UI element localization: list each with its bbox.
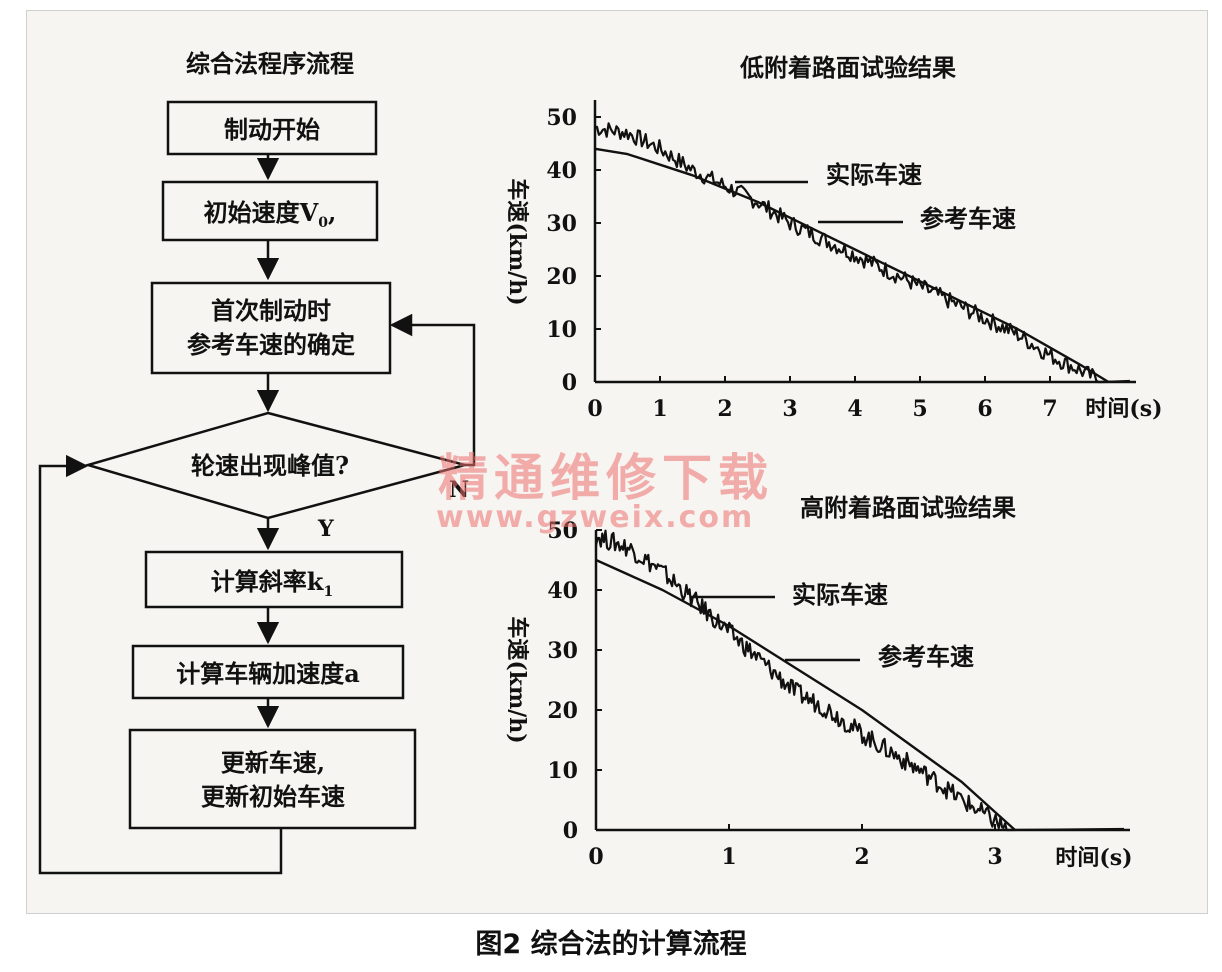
step-first-brake-line2: 参考车速的确定 — [187, 330, 355, 359]
chart-low-series-actual — [594, 122, 1131, 384]
no-branch-line — [389, 313, 476, 467]
chart-high-annot1: 实际车速 — [792, 580, 888, 609]
chart-low-ylabel: 车速(km/h) — [504, 178, 530, 305]
step-start-label: 制动开始 — [224, 115, 320, 144]
chart-low-ytick-label: 40 — [546, 158, 577, 184]
chart-low-annot2: 参考车速 — [920, 204, 1016, 233]
chart-low-xtick-label: 4 — [847, 396, 862, 422]
chart-high-xtick-label: 3 — [987, 844, 1002, 870]
chart-low-xtick-label: 5 — [912, 396, 927, 422]
step-init-box — [161, 180, 379, 242]
chart-low-ytick-label: 50 — [546, 105, 577, 131]
step-init-text: 初始速度V — [204, 198, 319, 227]
chart-high-ytick-label: 50 — [547, 518, 578, 544]
chart-low-xtick-label: 0 — [587, 396, 602, 422]
step-slope-sub: 1 — [323, 584, 333, 600]
chart-low-series-reference — [594, 147, 1110, 384]
step-update-box — [128, 728, 417, 830]
chart-low-annot1: 实际车速 — [826, 160, 922, 189]
step-update-line2: 更新初始车速 — [201, 782, 345, 811]
step-init-sub: 0 — [318, 215, 328, 231]
chart-high-ytick-label: 40 — [547, 578, 578, 604]
watermark-cn: 精通维修下载 — [438, 449, 774, 507]
step-slope-text: 计算斜率k — [211, 567, 325, 596]
chart-low-xtick-label: 2 — [717, 396, 732, 422]
chart-low-friction: 低附着路面试验结果 0 10 20 30 40 50 0 1 2 3 4 5 6 7 车速(km/h) 时… — [504, 53, 1163, 422]
chart-high-ytick-label: 0 — [563, 818, 578, 844]
chart-high-xtick-label: 1 — [721, 844, 736, 870]
chart-low-xlabel: 时间(s) — [1085, 396, 1162, 422]
decision-yes-label: Y — [317, 516, 334, 542]
chart-high-xlabel: 时间(s) — [1055, 845, 1132, 871]
chart-high-series-actual — [594, 529, 1125, 832]
chart-high-friction: 高附着路面试验结果 0 10 20 30 40 50 0 1 2 3 车速(km/h) 时间(s)… — [504, 493, 1133, 871]
step-first-brake-line1: 首次制动时 — [211, 296, 331, 325]
chart-low-ytick-label: 30 — [546, 211, 577, 237]
chart-high-ylabel: 车速(km/h) — [504, 616, 530, 743]
chart-high-title: 高附着路面试验结果 — [800, 493, 1016, 522]
decision-no-label: N — [449, 477, 469, 503]
step-init-label: 初始速度V0, — [204, 198, 337, 231]
decision-label: 轮速出现峰值? — [191, 451, 349, 480]
chart-high-ytick-label: 30 — [547, 638, 578, 664]
chart-high-xtick-label: 0 — [588, 844, 603, 870]
chart-low-ytick-label: 20 — [546, 264, 577, 290]
step-accel-label: 计算车辆加速度a — [176, 659, 360, 688]
loop-back-line — [38, 454, 283, 875]
chart-low-ytick-label: 0 — [562, 370, 577, 396]
chart-high-ytick-label: 10 — [547, 758, 578, 784]
step-slope-box — [144, 550, 404, 609]
chart-high-annot2: 参考车速 — [878, 642, 974, 671]
step-start-box — [166, 100, 378, 156]
chart-high-xtick-label: 2 — [854, 844, 869, 870]
flowchart-title: 综合法程序流程 — [186, 49, 354, 78]
chart-low-title: 低附着路面试验结果 — [739, 53, 956, 82]
chart-high-series-reference — [595, 558, 1016, 831]
flowchart: 综合法程序流程 制动开始 初始速度V0, 首次制动时 参考车速的确定 轮速出现峰… — [38, 49, 476, 875]
step-update-line1: 更新车速, — [221, 748, 325, 777]
chart-low-xtick-label: 7 — [1042, 396, 1057, 422]
chart-high-ytick-label: 20 — [547, 698, 578, 724]
chart-low-xtick-label: 3 — [782, 396, 797, 422]
watermark-url: www.gzweix.com — [436, 500, 755, 535]
step-slope-label: 计算斜率k1 — [211, 567, 333, 600]
chart-low-xtick-label: 1 — [652, 396, 667, 422]
chart-low-xtick-label: 6 — [977, 396, 992, 422]
step-init-comma: , — [328, 198, 336, 227]
figure-panel — [26, 10, 1208, 914]
chart-low-ytick-label: 10 — [546, 317, 577, 343]
figure-caption: 图2 综合法的计算流程 — [475, 929, 747, 960]
